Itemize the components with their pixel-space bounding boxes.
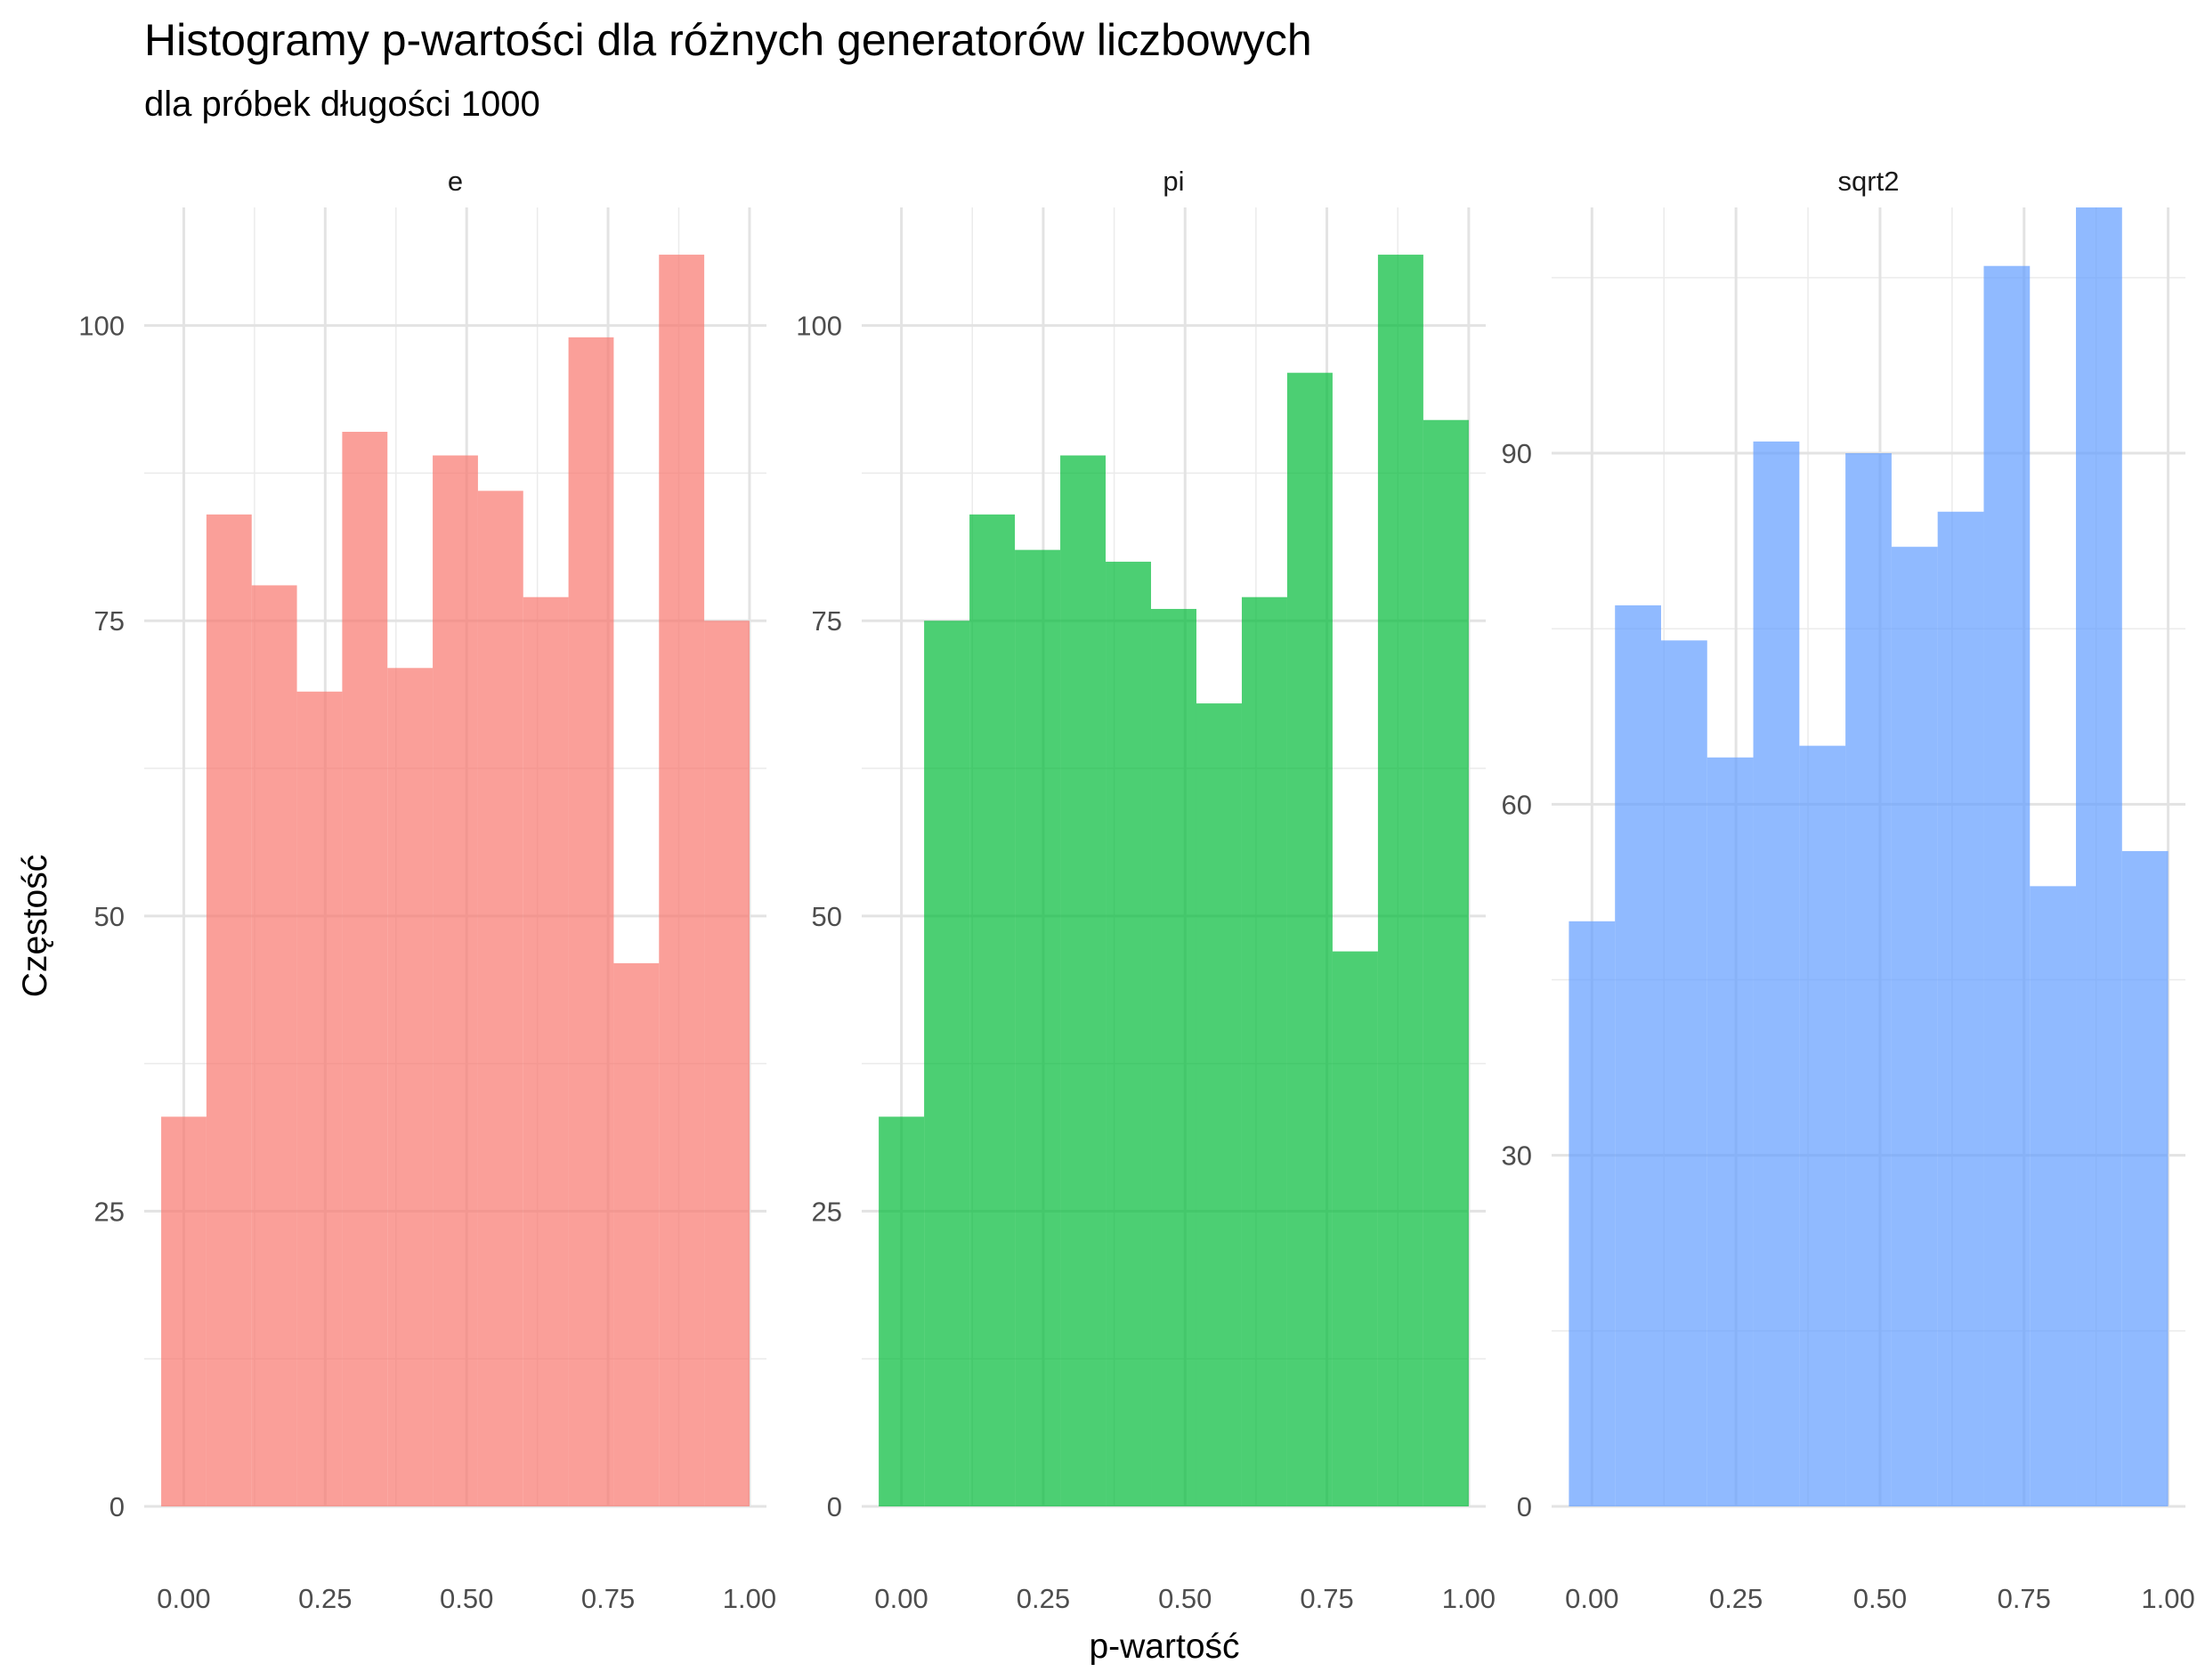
histogram-bar	[1660, 640, 1707, 1506]
histogram-bar	[613, 962, 660, 1506]
histogram-bar	[161, 1116, 207, 1506]
panel-label: e	[448, 166, 463, 197]
y-tick-label: 90	[1502, 438, 1532, 469]
histogram-bar	[387, 668, 434, 1506]
y-axis-title: Częstość	[16, 855, 54, 997]
x-tick-label: 0.75	[581, 1583, 635, 1614]
histogram-bar	[2030, 886, 2077, 1506]
x-tick-label: 0.75	[1300, 1583, 1353, 1614]
y-tick-label: 50	[94, 901, 125, 932]
panel-label: sqrt2	[1838, 166, 1900, 197]
histogram-bar	[2121, 850, 2169, 1506]
histogram-bar	[1332, 951, 1378, 1506]
histogram-bar	[433, 455, 478, 1506]
y-tick-label: 60	[1502, 789, 1532, 820]
histogram-bar	[296, 691, 343, 1506]
histogram-bar	[1753, 441, 1800, 1507]
histogram-bar	[523, 597, 569, 1506]
histogram-bar	[1845, 453, 1892, 1506]
facet-panels: e 0 25 50 75 100 0.00 0.25 0.50 0.75 1.00 pi 0 25 50 75…	[78, 166, 2194, 1614]
y-tick-label: 75	[94, 605, 125, 637]
histogram-bar	[1799, 745, 1846, 1506]
histogram-bar	[1196, 703, 1242, 1506]
histogram-bar	[1891, 547, 1938, 1506]
histogram-bar	[477, 491, 523, 1506]
histogram-bar	[1241, 597, 1287, 1506]
y-tick-label: 0	[1517, 1491, 1532, 1522]
histogram-bar	[1569, 921, 1616, 1506]
histogram-bar	[704, 621, 750, 1506]
y-tick-label: 0	[109, 1491, 125, 1522]
x-tick-label: 1.00	[1442, 1583, 1496, 1614]
histogram-bar	[1423, 419, 1469, 1506]
histogram-bar	[1106, 561, 1152, 1506]
chart-subtitle: dla próbek długości 1000	[144, 85, 540, 124]
histogram-bar	[1377, 255, 1423, 1506]
histogram-bar	[879, 1116, 925, 1506]
histogram-bar	[342, 432, 388, 1507]
x-tick-label: 0.25	[1017, 1583, 1070, 1614]
y-tick-label: 25	[812, 1196, 842, 1227]
y-tick-label: 50	[812, 901, 842, 932]
panel-e: e 0 25 50 75 100 0.00 0.25 0.50 0.75 1.00	[78, 166, 776, 1614]
histogram-bar	[251, 585, 297, 1507]
histogram-bar	[924, 621, 970, 1506]
y-tick-label: 100	[78, 311, 125, 342]
x-tick-label: 0.75	[1998, 1583, 2051, 1614]
x-tick-label: 0.25	[298, 1583, 352, 1614]
y-tick-label: 100	[796, 311, 842, 342]
histogram-bar	[1060, 455, 1107, 1506]
histogram-bar	[969, 514, 1016, 1507]
y-tick-label: 25	[94, 1196, 125, 1227]
x-tick-label: 0.50	[440, 1583, 493, 1614]
y-tick-label: 30	[1502, 1140, 1532, 1172]
panel-pi: pi 0 25 50 75 100 0.00 0.25 0.50 0.75 1.00	[796, 166, 1496, 1614]
panel-sqrt2: sqrt2 0 30 60 90 0.00 0.25 0.50 0.75 1.00	[1502, 166, 2195, 1614]
panel-label: pi	[1163, 166, 1184, 197]
histogram-bar	[206, 514, 252, 1507]
histogram-bar	[1983, 265, 2031, 1507]
y-tick-label: 0	[827, 1491, 842, 1522]
histogram-bar	[1707, 757, 1754, 1506]
x-tick-label: 0.25	[1709, 1583, 1763, 1614]
x-tick-label: 0.50	[1158, 1583, 1212, 1614]
chart-title: Histogramy p-wartości dla różnych genera…	[144, 15, 1312, 65]
y-tick-label: 75	[812, 605, 842, 637]
histogram-bar	[1015, 549, 1061, 1506]
x-tick-label: 0.00	[1565, 1583, 1618, 1614]
x-axis-title: p-wartość	[1089, 1627, 1239, 1666]
x-tick-label: 0.50	[1853, 1583, 1907, 1614]
histogram-bar	[659, 255, 705, 1506]
x-tick-label: 1.00	[2141, 1583, 2194, 1614]
histogram-bar	[1615, 605, 1661, 1506]
x-tick-label: 0.00	[157, 1583, 210, 1614]
x-tick-label: 1.00	[723, 1583, 776, 1614]
x-tick-label: 0.00	[874, 1583, 928, 1614]
histogram-bar	[2076, 207, 2122, 1506]
histogram-bar	[1151, 608, 1196, 1506]
histogram-bar	[568, 337, 614, 1506]
histogram-bar	[1286, 372, 1333, 1506]
histogram-bar	[1937, 511, 1984, 1506]
